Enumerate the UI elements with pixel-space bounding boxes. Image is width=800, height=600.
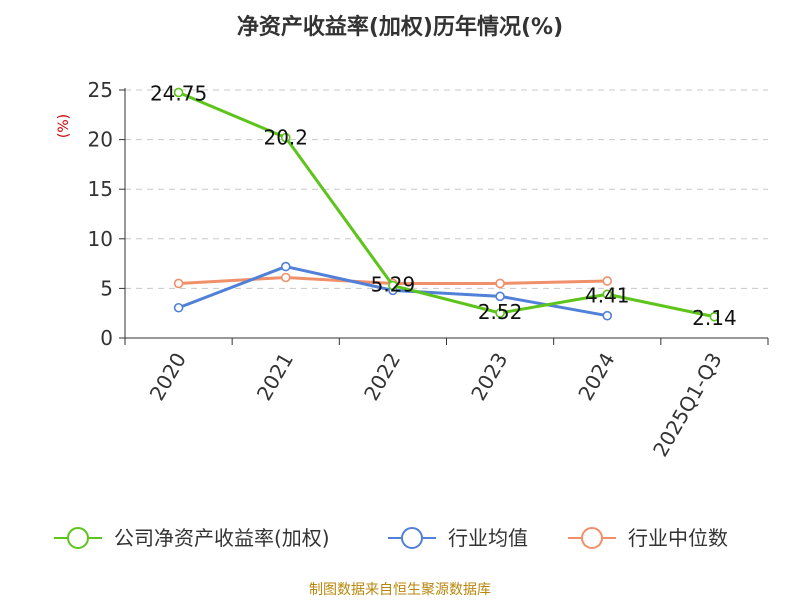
y-tick-label-10: 10 (88, 227, 113, 251)
data-label-2020: 24.75 (150, 81, 207, 105)
x-tick-label-2022: 2022 (359, 349, 405, 405)
legend-label-1: 行业均值 (448, 526, 528, 550)
legend-label-2: 行业中位数 (628, 526, 728, 550)
data-label-2024: 4.41 (585, 283, 630, 307)
data-labels: 24.75 20.2 5.29 2.52 4.41 2.14 (150, 81, 737, 329)
series-0-point-2023 (495, 308, 505, 318)
legend: 公司净资产收益率(加权) 行业均值 行业中位数 (54, 526, 728, 550)
x-tick-label-2025Q1-Q3: 2025Q1-Q3 (648, 349, 727, 461)
x-tick-label-2021: 2021 (252, 349, 298, 405)
series-0-point-2024 (602, 289, 613, 300)
series-1-point-2024 (602, 310, 613, 321)
legend-swatch-marker-0 (67, 527, 89, 549)
series-0-point-2022 (388, 280, 398, 291)
series-1-point-2023 (495, 291, 505, 302)
series-0-point-2025Q1-Q3 (709, 311, 720, 322)
y-axis-label: (%) (56, 114, 72, 138)
legend-swatch-marker-2 (581, 527, 603, 549)
series-2-point-2024 (602, 276, 613, 286)
data-label-2025Q1-Q3: 2.14 (692, 306, 737, 330)
x-tick-label-2020: 2020 (145, 349, 191, 405)
y-tick-label-20: 20 (88, 128, 113, 152)
y-tick-label-15: 15 (88, 177, 113, 201)
x-tick-label-2023: 2023 (466, 349, 512, 405)
data-label-2023: 2.52 (478, 300, 523, 324)
x-tick-label-2024: 2024 (573, 349, 619, 405)
series-2-point-2023 (495, 278, 505, 289)
y-tick-label-5: 5 (100, 276, 113, 300)
series-1-point-2020 (173, 302, 184, 313)
source-note: 制图数据来自恒生聚源数据库 (309, 582, 491, 598)
legend-swatch-marker-1 (401, 527, 423, 549)
y-tick-label-0: 0 (100, 326, 113, 350)
gridlines (125, 89, 768, 289)
series-1-point-2021 (280, 261, 291, 272)
series-0-point-2021 (280, 132, 291, 143)
legend-label-0: 公司净资产收益率(加权) (114, 526, 330, 550)
series-line-0 (178, 91, 715, 319)
series-2-point-2021 (280, 272, 291, 283)
series-0-point-2020 (173, 87, 184, 98)
y-tick-label-25: 25 (88, 78, 113, 102)
axes: 0 5 10 15 20 25 2020 2021 2022 2023 2024 2025Q1-Q3 (88, 78, 769, 461)
data-label-2021: 20.2 (263, 126, 308, 150)
data-label-2022: 5.29 (371, 273, 416, 297)
chart-title: 净资产收益率(加权)历年情况(%) (237, 14, 563, 40)
series-group (173, 87, 720, 322)
series-2-point-2020 (173, 278, 184, 289)
